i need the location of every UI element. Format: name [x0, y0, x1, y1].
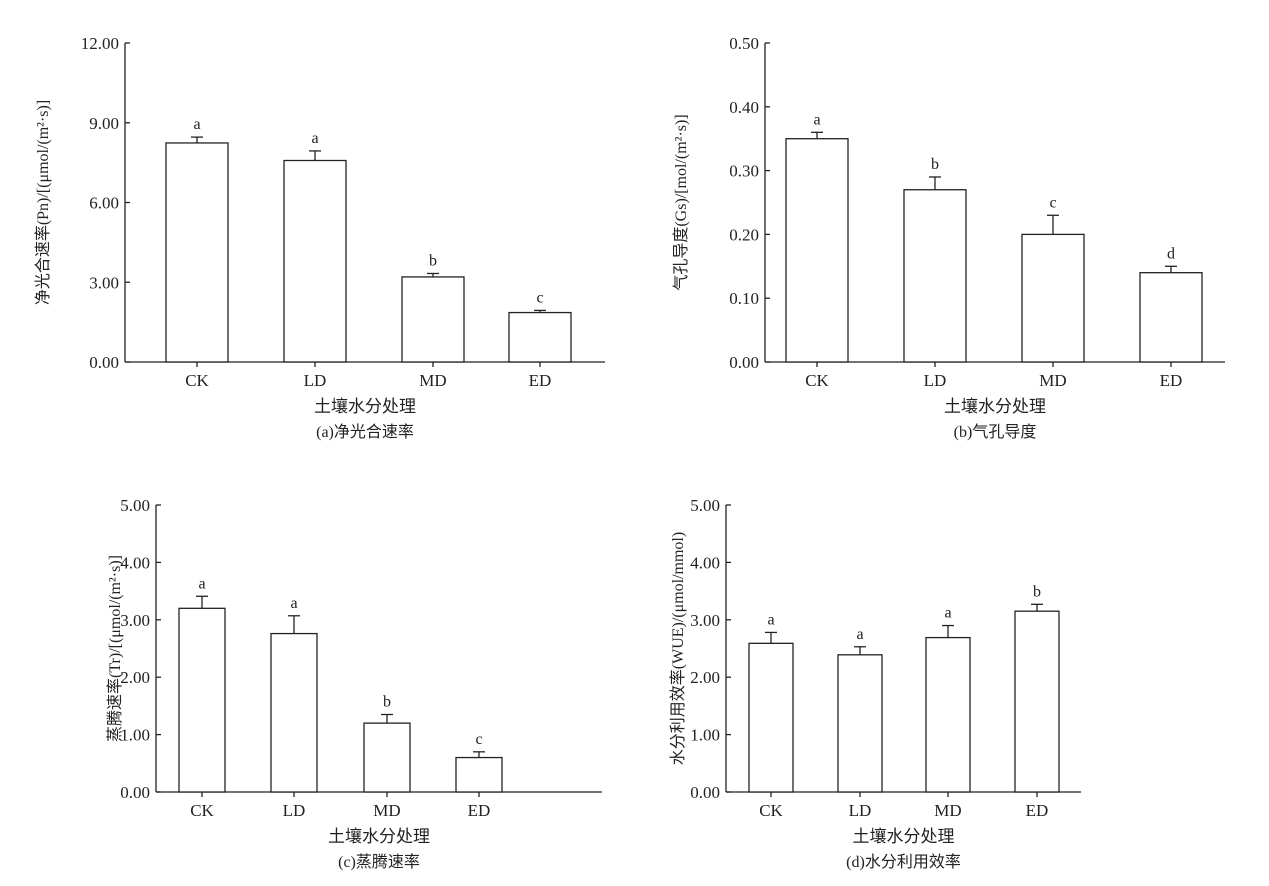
- panel-caption: (d)水分利用效率: [846, 853, 961, 871]
- y-tick-label: 0.00: [89, 353, 119, 372]
- y-tick-label: 4.00: [120, 553, 150, 572]
- significance-letter: c: [536, 289, 543, 306]
- x-tick-label: LD: [283, 801, 306, 820]
- panel-c: 0.00 1.00 2.00 3.00 4.00 5.00 CK a LD a MD b ED c 土壤水分…: [106, 496, 602, 871]
- significance-letter: b: [1033, 583, 1041, 600]
- x-tick-label: ED: [468, 801, 491, 820]
- bar-ck: [785, 138, 849, 363]
- y-axis-title: 水分利用效率(WUE)/(μmol/mmol): [669, 532, 687, 765]
- bar-ed: [1139, 272, 1203, 363]
- significance-letter: c: [475, 731, 482, 748]
- significance-letter: a: [193, 116, 200, 133]
- y-tick-label: 2.00: [120, 668, 150, 687]
- x-tick-label: ED: [529, 371, 552, 390]
- x-tick-label: LD: [924, 371, 947, 390]
- y-tick-label: 0.50: [729, 34, 759, 53]
- panel-caption: (c)蒸腾速率: [338, 853, 420, 871]
- x-tick-label: CK: [805, 371, 829, 390]
- significance-letter: b: [931, 156, 939, 173]
- bar-md: [925, 636, 971, 793]
- y-tick-label: 0.20: [729, 225, 759, 244]
- significance-letter: d: [1167, 245, 1175, 262]
- bar-ld: [903, 189, 967, 363]
- y-tick-label: 0.00: [690, 783, 720, 802]
- y-tick-label: 0.00: [120, 783, 150, 802]
- bar-ed: [1014, 610, 1060, 793]
- bar-md: [363, 722, 411, 793]
- significance-letter: b: [383, 694, 391, 711]
- y-axis-title: 气孔导度(Gs)/[mol/(m²·s)]: [672, 114, 690, 290]
- bar-md: [401, 276, 465, 363]
- bar-ld: [837, 654, 883, 793]
- y-tick-label: 3.00: [690, 611, 720, 630]
- bar-ed: [508, 311, 572, 363]
- panel-a: 0.00 3.00 6.00 9.00 12.00 CK a LD a MD b ED c 土壤水分处理 (…: [34, 34, 605, 441]
- bar-ck: [178, 607, 226, 793]
- y-tick-label: 1.00: [690, 726, 720, 745]
- panel-d: 0.00 1.00 2.00 3.00 4.00 5.00 CK a LD a MD a ED b 土壤水分…: [669, 496, 1081, 871]
- x-axis-title: 土壤水分处理: [328, 826, 430, 846]
- x-tick-label: ED: [1026, 801, 1049, 820]
- bar-ck: [748, 642, 794, 793]
- x-tick-label: MD: [934, 801, 961, 820]
- significance-letter: a: [311, 130, 318, 147]
- significance-letter: a: [944, 605, 951, 622]
- bar-ck: [165, 142, 229, 363]
- y-tick-label: 6.00: [89, 194, 119, 213]
- significance-letter: a: [813, 111, 820, 128]
- x-tick-label: LD: [849, 801, 872, 820]
- significance-letter: a: [290, 595, 297, 612]
- y-axis-title: 蒸腾速率(Tr)/[(μmol/(m²·s)]: [106, 555, 124, 742]
- y-tick-label: 0.30: [729, 162, 759, 181]
- significance-letter: c: [1049, 194, 1056, 211]
- y-axis-title: 净光合速率(Pn)/[(μmol/(m²·s)]: [34, 100, 52, 305]
- y-tick-label: 2.00: [690, 668, 720, 687]
- x-axis-title: 土壤水分处理: [314, 396, 416, 416]
- panel-b: 0.00 0.10 0.20 0.30 0.40 0.50 CK a LD b MD c ED d 土壤水分…: [672, 34, 1225, 441]
- x-tick-label: CK: [190, 801, 214, 820]
- y-tick-label: 4.00: [690, 553, 720, 572]
- significance-letter: a: [856, 626, 863, 643]
- x-tick-label: ED: [1160, 371, 1183, 390]
- y-tick-label: 12.00: [81, 34, 119, 53]
- y-tick-label: 5.00: [120, 496, 150, 515]
- bar-ld: [283, 159, 347, 363]
- y-tick-label: 9.00: [89, 114, 119, 133]
- x-axis-title: 土壤水分处理: [944, 396, 1046, 416]
- y-tick-label: 0.10: [729, 289, 759, 308]
- significance-letter: a: [767, 611, 774, 628]
- significance-letter: b: [429, 252, 437, 269]
- significance-letter: a: [198, 575, 205, 592]
- y-tick-label: 3.00: [120, 611, 150, 630]
- x-tick-label: LD: [304, 371, 327, 390]
- panel-caption: (a)净光合速率: [316, 423, 414, 441]
- x-tick-label: CK: [185, 371, 209, 390]
- x-tick-label: MD: [1039, 371, 1066, 390]
- bar-md: [1021, 233, 1085, 363]
- y-tick-label: 3.00: [89, 273, 119, 292]
- y-tick-label: 5.00: [690, 496, 720, 515]
- x-tick-label: MD: [419, 371, 446, 390]
- y-tick-label: 0.00: [729, 353, 759, 372]
- x-tick-label: CK: [759, 801, 783, 820]
- y-tick-label: 0.40: [729, 98, 759, 117]
- x-axis-title: 土壤水分处理: [853, 826, 955, 846]
- x-tick-label: MD: [373, 801, 400, 820]
- bar-ld: [270, 632, 318, 793]
- panel-caption: (b)气孔导度: [954, 423, 1037, 441]
- y-tick-label: 1.00: [120, 726, 150, 745]
- bar-ed: [455, 756, 503, 793]
